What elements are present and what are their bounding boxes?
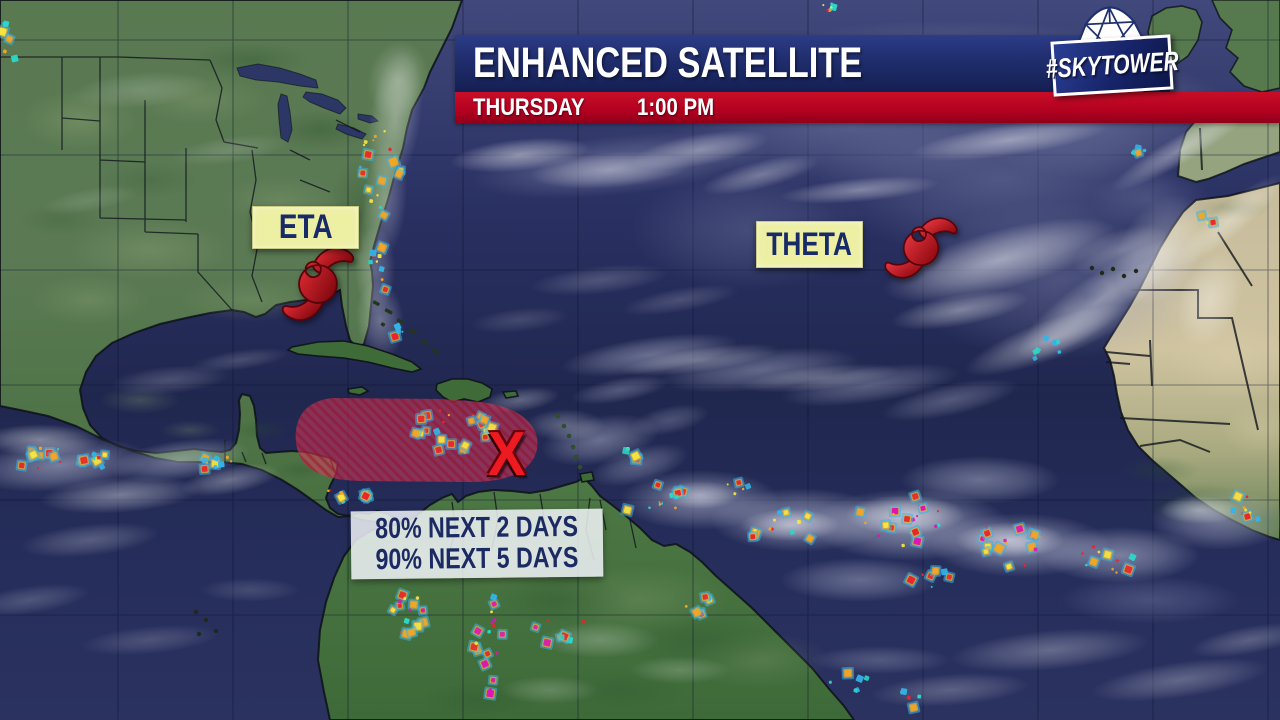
outlook-5day: 90% NEXT 5 DAYS bbox=[375, 541, 579, 577]
tropical-storm-icon bbox=[880, 206, 962, 290]
time-label: 1:00 PM bbox=[637, 94, 715, 121]
caribbean-islands bbox=[286, 340, 595, 483]
storm-label-eta: ETA bbox=[252, 206, 359, 249]
brand-name: #SKYTOWER bbox=[1044, 45, 1180, 85]
timestamp-bar: THURSDAY 1:00 PM bbox=[455, 92, 1280, 123]
convection-speckles bbox=[0, 2, 1261, 715]
jamaica bbox=[347, 386, 370, 396]
great-lakes bbox=[236, 63, 380, 143]
storm-label-theta: THETA bbox=[756, 221, 863, 268]
formation-outlook-box: 80% NEXT 2 DAYS 90% NEXT 5 DAYS bbox=[350, 508, 604, 580]
trinidad bbox=[579, 471, 595, 483]
page-title: ENHANCED SATELLITE bbox=[473, 39, 863, 87]
cuba bbox=[286, 340, 423, 373]
day-label: THURSDAY bbox=[473, 94, 585, 121]
storm-name: ETA bbox=[278, 208, 333, 246]
britain-landmass bbox=[1211, 0, 1280, 93]
puerto-rico bbox=[501, 390, 520, 399]
outlook-2day: 80% NEXT 2 DAYS bbox=[375, 510, 579, 546]
radar-dome-icon bbox=[1071, 2, 1149, 46]
tropical-storm-icon bbox=[273, 239, 363, 329]
skytower-logo: #SKYTOWER bbox=[1045, 34, 1179, 97]
disturbance-x-marker: X bbox=[487, 420, 526, 489]
storm-name: THETA bbox=[766, 226, 853, 262]
hispaniola bbox=[435, 378, 493, 403]
